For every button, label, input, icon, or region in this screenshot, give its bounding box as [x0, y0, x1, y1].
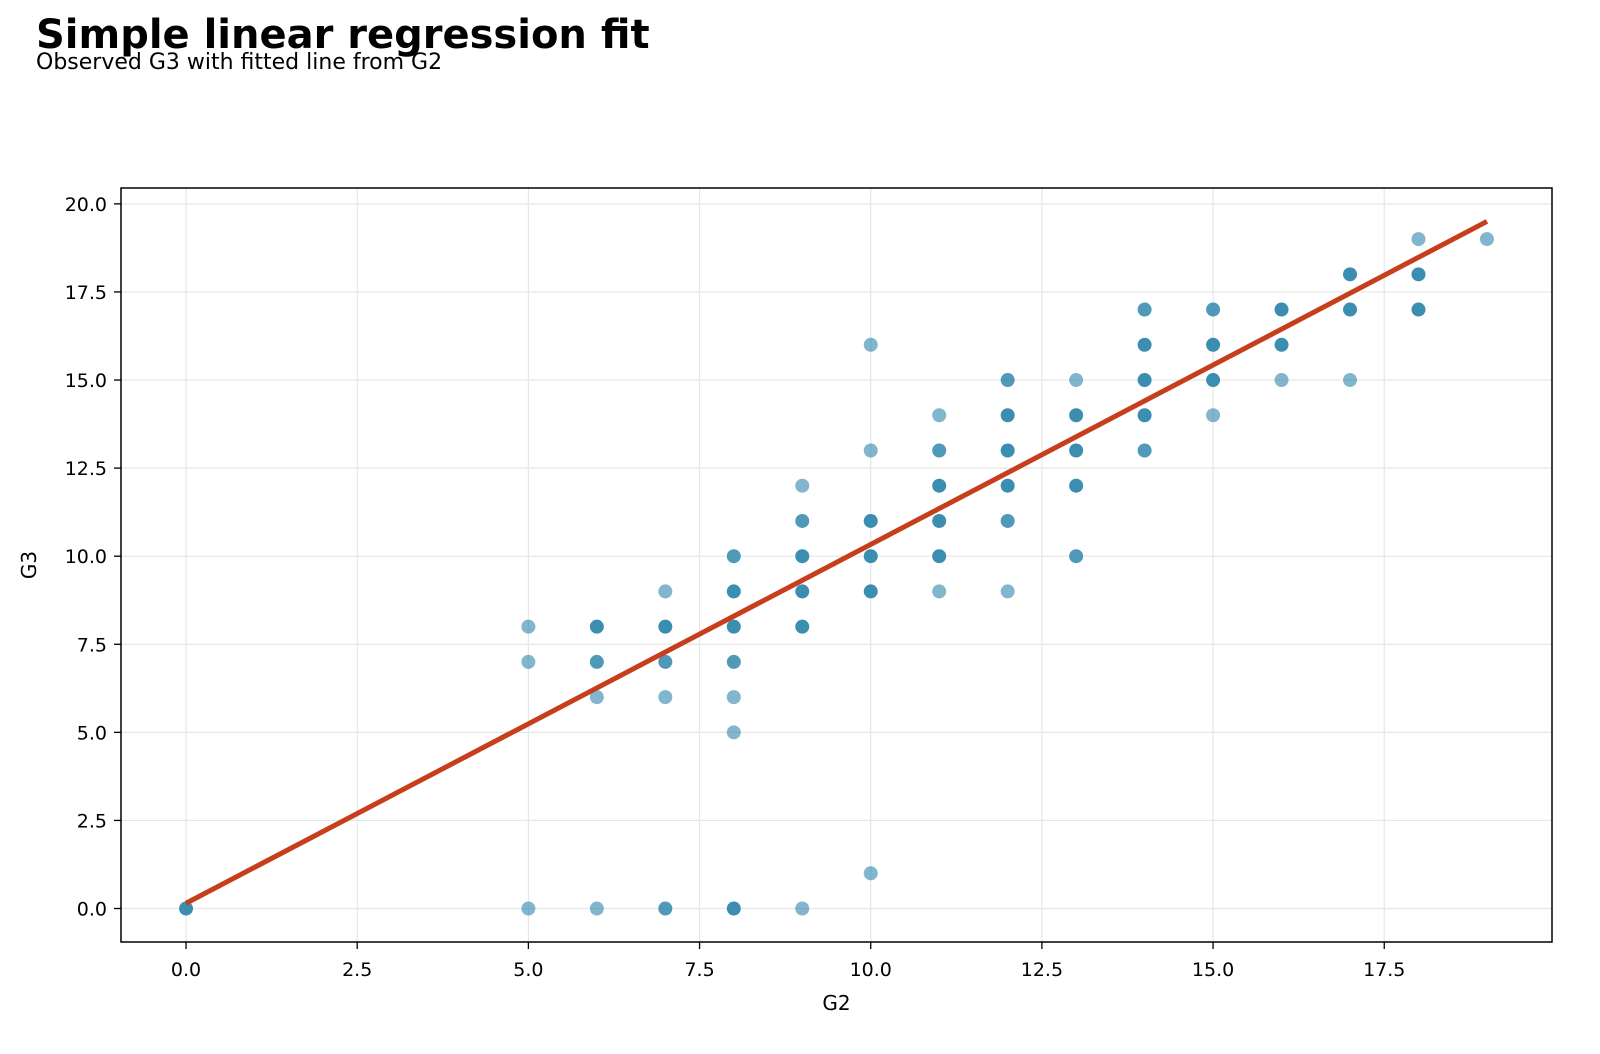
- data-point: [658, 901, 673, 916]
- data-point: [795, 584, 810, 599]
- x-tick-label: 0.0: [171, 959, 201, 981]
- data-point: [1411, 302, 1426, 317]
- y-tick-label: 5.0: [77, 722, 107, 744]
- y-tick-label: 7.5: [77, 634, 107, 656]
- data-point: [521, 619, 536, 634]
- x-tick-label: 15.0: [1192, 959, 1234, 981]
- data-point: [1411, 232, 1426, 247]
- data-point: [1000, 513, 1015, 528]
- x-tick-label: 2.5: [342, 959, 372, 981]
- data-point: [932, 443, 947, 458]
- data-point: [1206, 302, 1221, 317]
- data-point: [1343, 267, 1358, 282]
- data-point: [589, 690, 604, 705]
- data-point: [863, 337, 878, 352]
- data-point: [726, 725, 741, 740]
- data-point: [863, 549, 878, 564]
- data-point: [1069, 408, 1084, 423]
- data-point: [1000, 584, 1015, 599]
- data-point: [658, 654, 673, 669]
- data-point: [932, 408, 947, 423]
- data-point: [726, 654, 741, 669]
- data-point: [795, 478, 810, 493]
- y-tick-label: 12.5: [65, 458, 107, 480]
- y-tick-label: 0.0: [77, 899, 107, 921]
- data-point: [1274, 302, 1289, 317]
- data-point: [863, 513, 878, 528]
- data-point: [1206, 408, 1221, 423]
- y-tick-label: 2.5: [77, 810, 107, 832]
- data-point: [1137, 337, 1152, 352]
- data-point: [1274, 373, 1289, 388]
- data-point: [658, 690, 673, 705]
- data-point: [726, 619, 741, 634]
- data-point: [1137, 443, 1152, 458]
- data-point: [1069, 373, 1084, 388]
- data-point: [726, 901, 741, 916]
- data-point: [589, 901, 604, 916]
- data-point: [863, 584, 878, 599]
- y-axis-ticks: 0.0 2.5 5.0 7.5 10.0 12.5 15.0 17.5 20.0: [65, 194, 121, 921]
- data-point: [179, 901, 194, 916]
- data-point: [1069, 443, 1084, 458]
- plot-frame: [120, 187, 1553, 943]
- data-point: [1069, 478, 1084, 493]
- y-axis-label: G3: [17, 551, 41, 579]
- x-tick-label: 12.5: [1021, 959, 1063, 981]
- y-tick-label: 15.0: [65, 370, 107, 392]
- data-point: [726, 549, 741, 564]
- data-point: [1137, 408, 1152, 423]
- data-point: [1000, 408, 1015, 423]
- x-tick-label: 5.0: [513, 959, 543, 981]
- data-point: [932, 513, 947, 528]
- data-point: [1137, 302, 1152, 317]
- y-tick-label: 17.5: [65, 282, 107, 304]
- data-point: [521, 901, 536, 916]
- data-points: [179, 232, 1494, 916]
- data-point: [1069, 549, 1084, 564]
- data-point: [863, 866, 878, 881]
- data-point: [795, 901, 810, 916]
- data-point: [1343, 373, 1358, 388]
- x-tick-label: 7.5: [684, 959, 714, 981]
- y-tick-label: 20.0: [65, 194, 107, 216]
- data-point: [589, 654, 604, 669]
- data-point: [863, 443, 878, 458]
- data-point: [658, 584, 673, 599]
- fit-line: [184, 219, 1489, 906]
- grid-lines: [121, 188, 1552, 942]
- data-point: [795, 619, 810, 634]
- data-point: [1000, 478, 1015, 493]
- chart-subtitle: Observed G3 with fitted line from G2: [36, 50, 443, 75]
- data-point: [1137, 373, 1152, 388]
- x-tick-label: 10.0: [850, 959, 892, 981]
- data-point: [589, 619, 604, 634]
- x-tick-label: 17.5: [1363, 959, 1405, 981]
- data-point: [521, 654, 536, 669]
- data-point: [1206, 373, 1221, 388]
- data-point: [932, 549, 947, 564]
- data-point: [795, 549, 810, 564]
- data-point: [932, 584, 947, 599]
- data-point: [1479, 232, 1494, 247]
- data-point: [795, 513, 810, 528]
- data-point: [1000, 373, 1015, 388]
- data-point: [726, 690, 741, 705]
- data-point: [1000, 443, 1015, 458]
- x-axis-ticks: 0.0 2.5 5.0 7.5 10.0 12.5 15.0 17.5: [171, 942, 1405, 981]
- x-axis-label: G2: [822, 991, 850, 1015]
- data-point: [932, 478, 947, 493]
- data-point: [1411, 267, 1426, 282]
- data-point: [658, 619, 673, 634]
- data-point: [1343, 302, 1358, 317]
- data-point: [1206, 337, 1221, 352]
- y-tick-label: 10.0: [65, 546, 107, 568]
- data-point: [1274, 337, 1289, 352]
- chart-title: Simple linear regression fit: [36, 12, 650, 58]
- fit-line-group: [184, 219, 1489, 906]
- data-point: [726, 584, 741, 599]
